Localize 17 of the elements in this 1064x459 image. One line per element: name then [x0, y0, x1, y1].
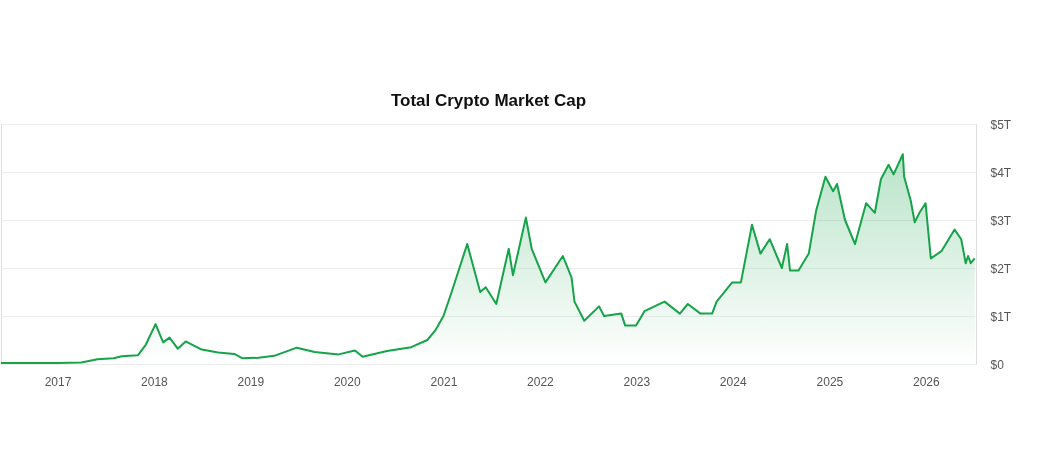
chart-title: Total Crypto Market Cap — [390, 91, 587, 110]
x-tick-label: 2018 — [141, 374, 169, 389]
y-tick-label: $2T — [990, 261, 1012, 276]
x-tick-label: 2023 — [623, 374, 651, 389]
x-tick-label: 2026 — [912, 374, 940, 389]
y-tick-label: $5T — [990, 117, 1012, 132]
y-tick-label: $4T — [990, 165, 1012, 180]
x-tick-label: 2022 — [527, 374, 555, 389]
x-tick-label: 2019 — [237, 374, 265, 389]
x-tick-label: 2020 — [333, 374, 361, 389]
x-tick-label: 2025 — [816, 374, 844, 389]
y-tick-label: $0 — [990, 357, 1005, 372]
x-tick-label: 2017 — [44, 374, 72, 389]
x-tick-label: 2021 — [430, 374, 458, 389]
y-tick-label: $3T — [990, 213, 1012, 228]
y-tick-label: $1T — [990, 309, 1012, 324]
x-tick-label: 2024 — [719, 374, 747, 389]
